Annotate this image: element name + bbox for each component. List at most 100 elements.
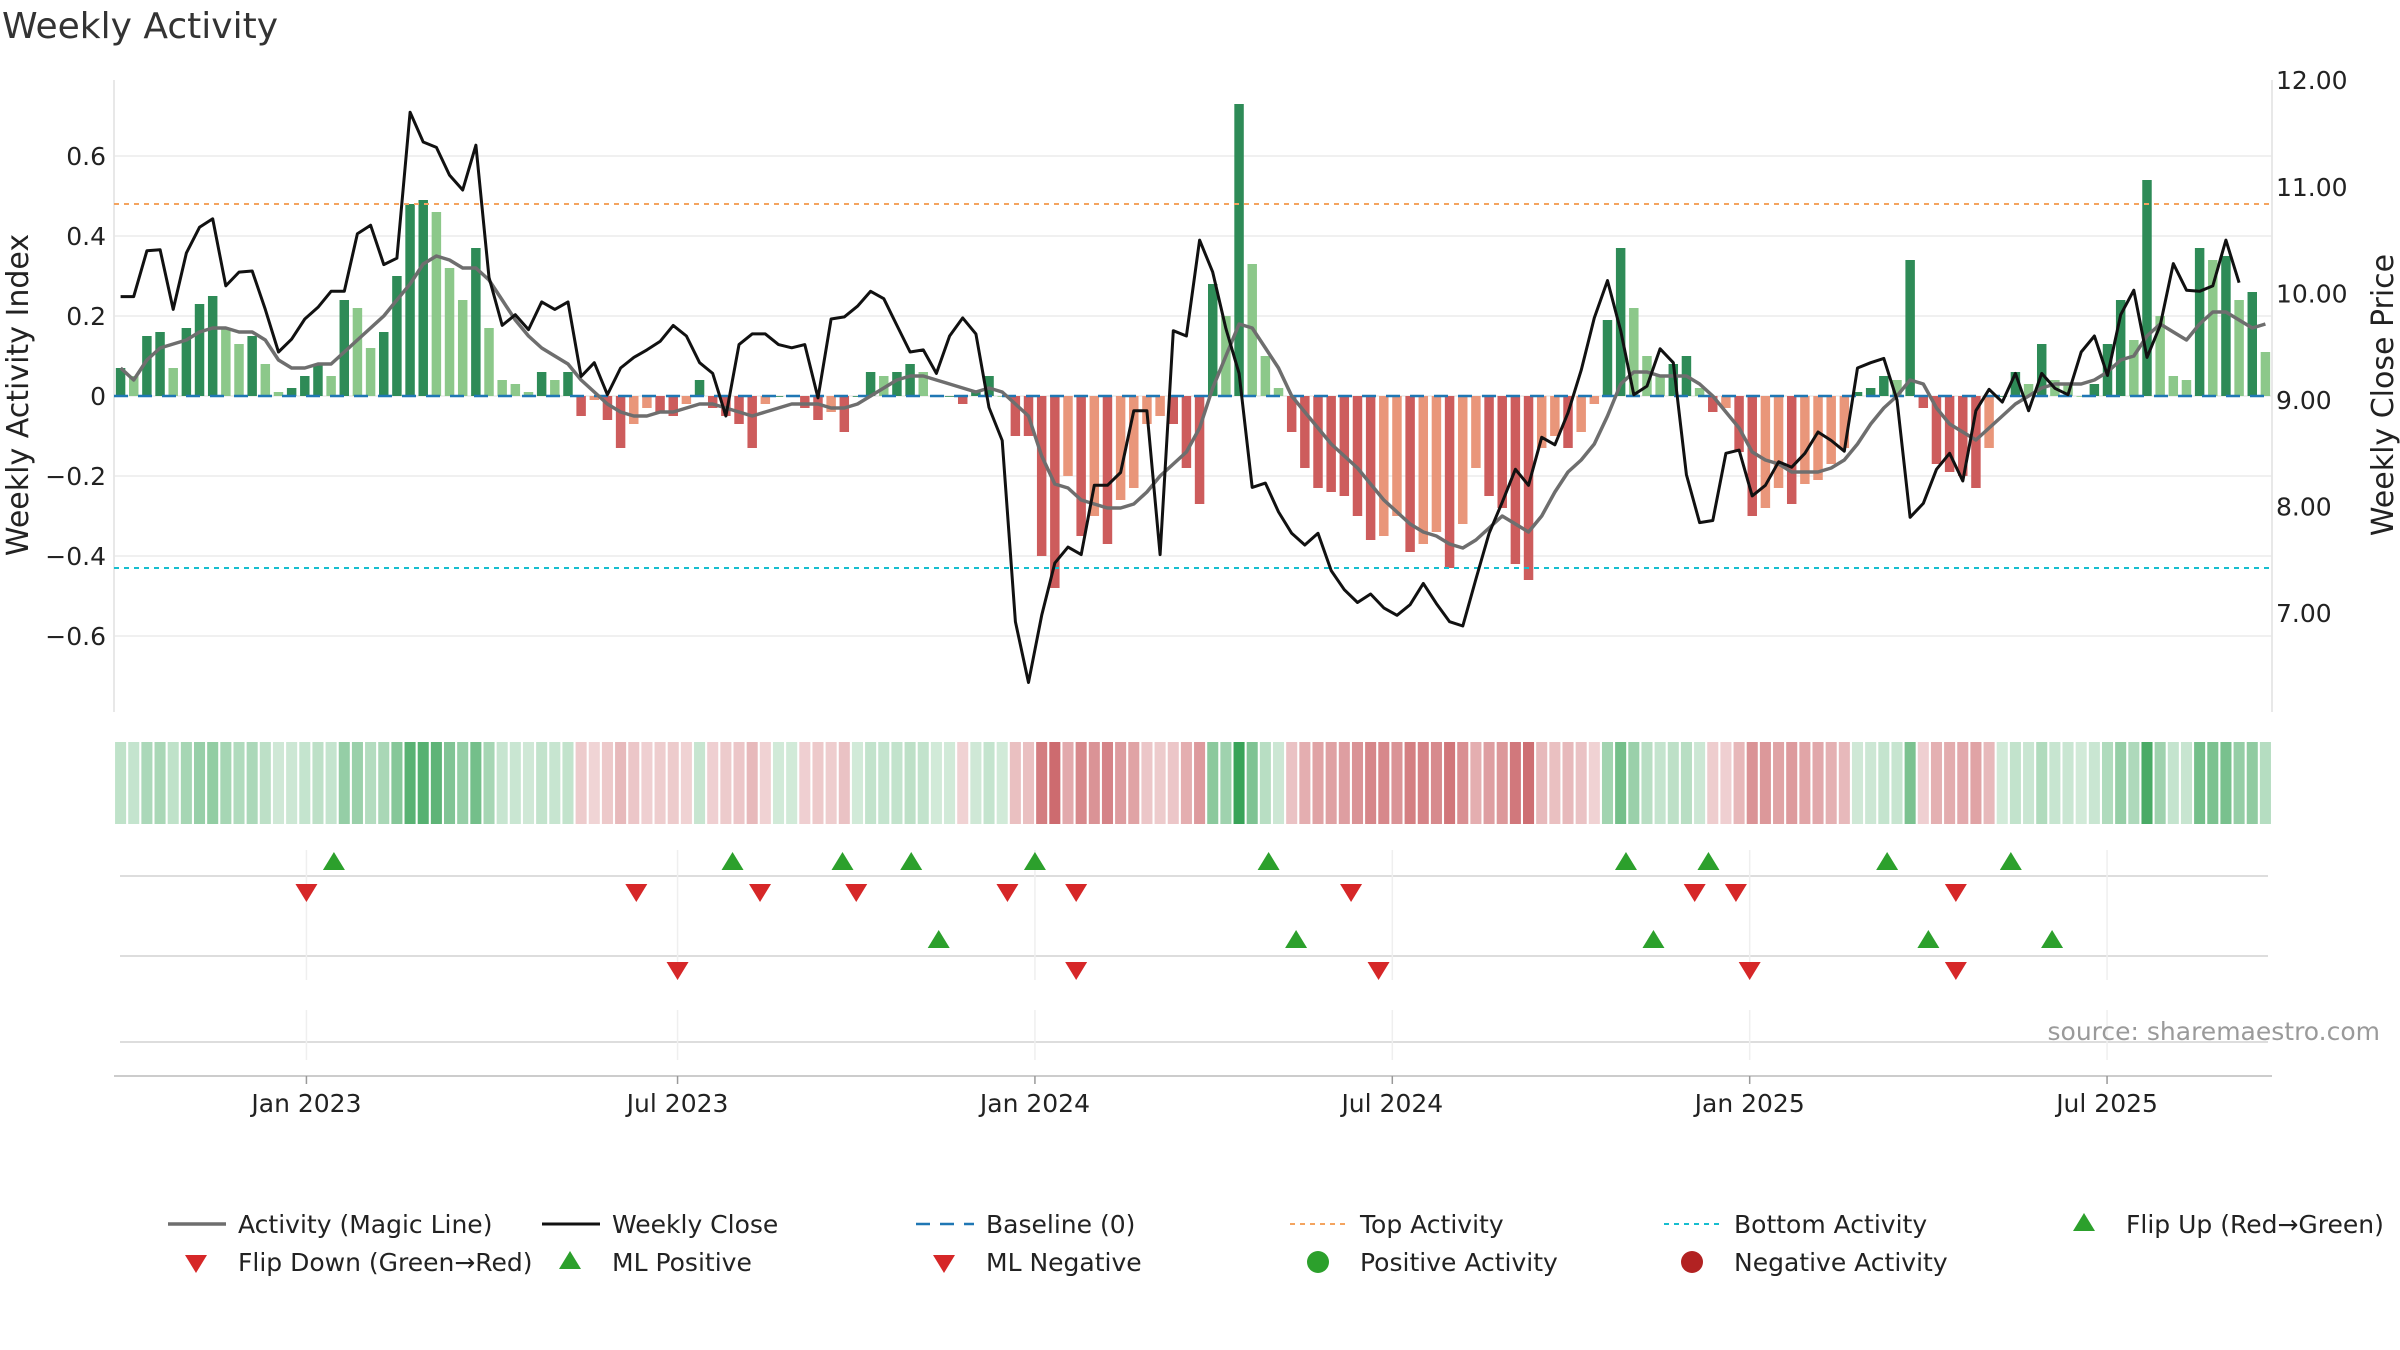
heatmap-cell: [522, 742, 535, 824]
legend-item: Negative Activity: [1681, 1248, 1948, 1277]
flip-up-marker: [1876, 852, 1899, 870]
activity-bar: [1208, 284, 1218, 396]
activity-bar: [1892, 380, 1902, 396]
activity-bar: [602, 396, 613, 420]
activity-bar: [2247, 292, 2257, 396]
heatmap-cell: [536, 742, 548, 824]
legend-label: ML Negative: [986, 1248, 1142, 1277]
activity-bar: [1865, 388, 1876, 396]
heatmap-cell: [2207, 742, 2219, 824]
activity-bar: [1405, 396, 1415, 552]
activity-bar: [721, 396, 731, 416]
heatmap-cell: [299, 742, 311, 824]
flip-up-marker: [322, 852, 345, 870]
heatmap-cell: [378, 742, 390, 824]
x-tick-label: Jul 2024: [1339, 1089, 1443, 1118]
heatmap-cell: [2009, 742, 2021, 824]
heatmap-cell: [1838, 742, 1850, 824]
heatmap-cell: [1128, 742, 1140, 824]
heatmap-cell: [772, 742, 785, 824]
activity-bar: [1286, 396, 1297, 432]
flip-up-marker: [1614, 852, 1637, 870]
left-tick-label: −0.2: [45, 462, 106, 491]
heatmap-cell: [1957, 742, 1969, 824]
x-tick-label: Jan 2023: [249, 1089, 361, 1118]
source-label: source: sharemaestro.com: [2048, 1017, 2381, 1046]
activity-bar: [1418, 396, 1429, 544]
activity-bar: [247, 336, 257, 396]
activity-bar: [1155, 396, 1165, 416]
activity-bar: [1458, 396, 1468, 524]
activity-bar: [1563, 396, 1573, 448]
heatmap-cell: [1457, 742, 1469, 824]
heatmap-cell: [851, 742, 863, 824]
activity-bar: [1365, 396, 1376, 540]
legend-item: ML Positive: [559, 1248, 752, 1277]
activity-bar: [2089, 384, 2100, 396]
heatmap-cell: [865, 742, 877, 824]
activity-bar: [2260, 352, 2271, 396]
activity-bar: [1734, 396, 1744, 452]
heatmap-cell: [2246, 742, 2258, 824]
activity-bar: [1168, 396, 1178, 424]
activity-bar: [1536, 396, 1547, 448]
activity-bar: [1944, 396, 1955, 472]
activity-bar: [1971, 396, 1981, 488]
activity-bar: [707, 396, 718, 408]
activity-bar: [839, 396, 850, 432]
legend-label: Negative Activity: [1734, 1248, 1948, 1277]
heatmap-cell: [1233, 742, 1245, 824]
activity-bar: [773, 396, 784, 397]
heatmap-cell: [1983, 742, 1995, 824]
heatmap-cell: [430, 742, 442, 824]
legend: Activity (Magic Line) Weekly Close Baselin…: [168, 1210, 2384, 1277]
heatmap-cell: [562, 742, 574, 824]
heatmap-cell: [1115, 742, 1127, 824]
activity-bar: [392, 276, 402, 396]
heatmap-cell: [404, 742, 416, 824]
heatmap-cell: [2154, 742, 2166, 824]
activity-bar: [550, 380, 560, 396]
heatmap-cell: [1509, 742, 1521, 824]
legend-item: Flip Up (Red→Green): [2073, 1210, 2384, 1239]
activity-bar: [892, 372, 902, 396]
heatmap-cell: [1641, 742, 1653, 824]
activity-bar: [221, 328, 231, 396]
activity-bar: [2181, 380, 2192, 396]
heatmap-cell: [1259, 742, 1271, 824]
flip-up-marker: [1257, 852, 1280, 870]
heatmap-cell: [615, 742, 627, 824]
activity-bar: [1339, 396, 1350, 496]
activity-bar: [944, 396, 955, 397]
activity-bar: [813, 396, 823, 420]
ml-negative-marker: [1738, 962, 1761, 980]
left-tick-label: −0.6: [45, 622, 106, 651]
heatmap-cell: [812, 742, 824, 824]
activity-bar: [1471, 396, 1481, 468]
activity-bar: [339, 300, 350, 396]
heatmap-cell: [588, 742, 600, 824]
heatmap-cell: [496, 742, 508, 824]
activity-bar: [510, 384, 521, 396]
activity-bar: [1076, 396, 1086, 536]
activity-bar: [1444, 396, 1455, 568]
heatmap-cell: [1667, 742, 1679, 824]
activity-bar: [313, 364, 323, 396]
activity-bar: [1760, 396, 1771, 508]
heatmap-cell: [365, 742, 377, 824]
heatmap-cell: [2062, 742, 2074, 824]
left-tick-label: −0.4: [45, 542, 106, 571]
heatmap-cell: [1009, 742, 1021, 824]
activity-bar: [1668, 364, 1679, 396]
heatmap-cell: [2036, 742, 2048, 824]
heatmap-cell: [1917, 742, 1929, 824]
heatmap-cell: [930, 742, 942, 824]
legend-label: Flip Down (Green→Red): [238, 1248, 533, 1277]
legend-swatch: [559, 1251, 581, 1269]
activity-bar: [1260, 356, 1271, 396]
activity-bar: [655, 396, 665, 412]
legend-label: Weekly Close: [612, 1210, 778, 1239]
heatmap-cell: [154, 742, 166, 824]
heatmap-cell: [1996, 742, 2008, 824]
heatmap-cell: [207, 742, 219, 824]
